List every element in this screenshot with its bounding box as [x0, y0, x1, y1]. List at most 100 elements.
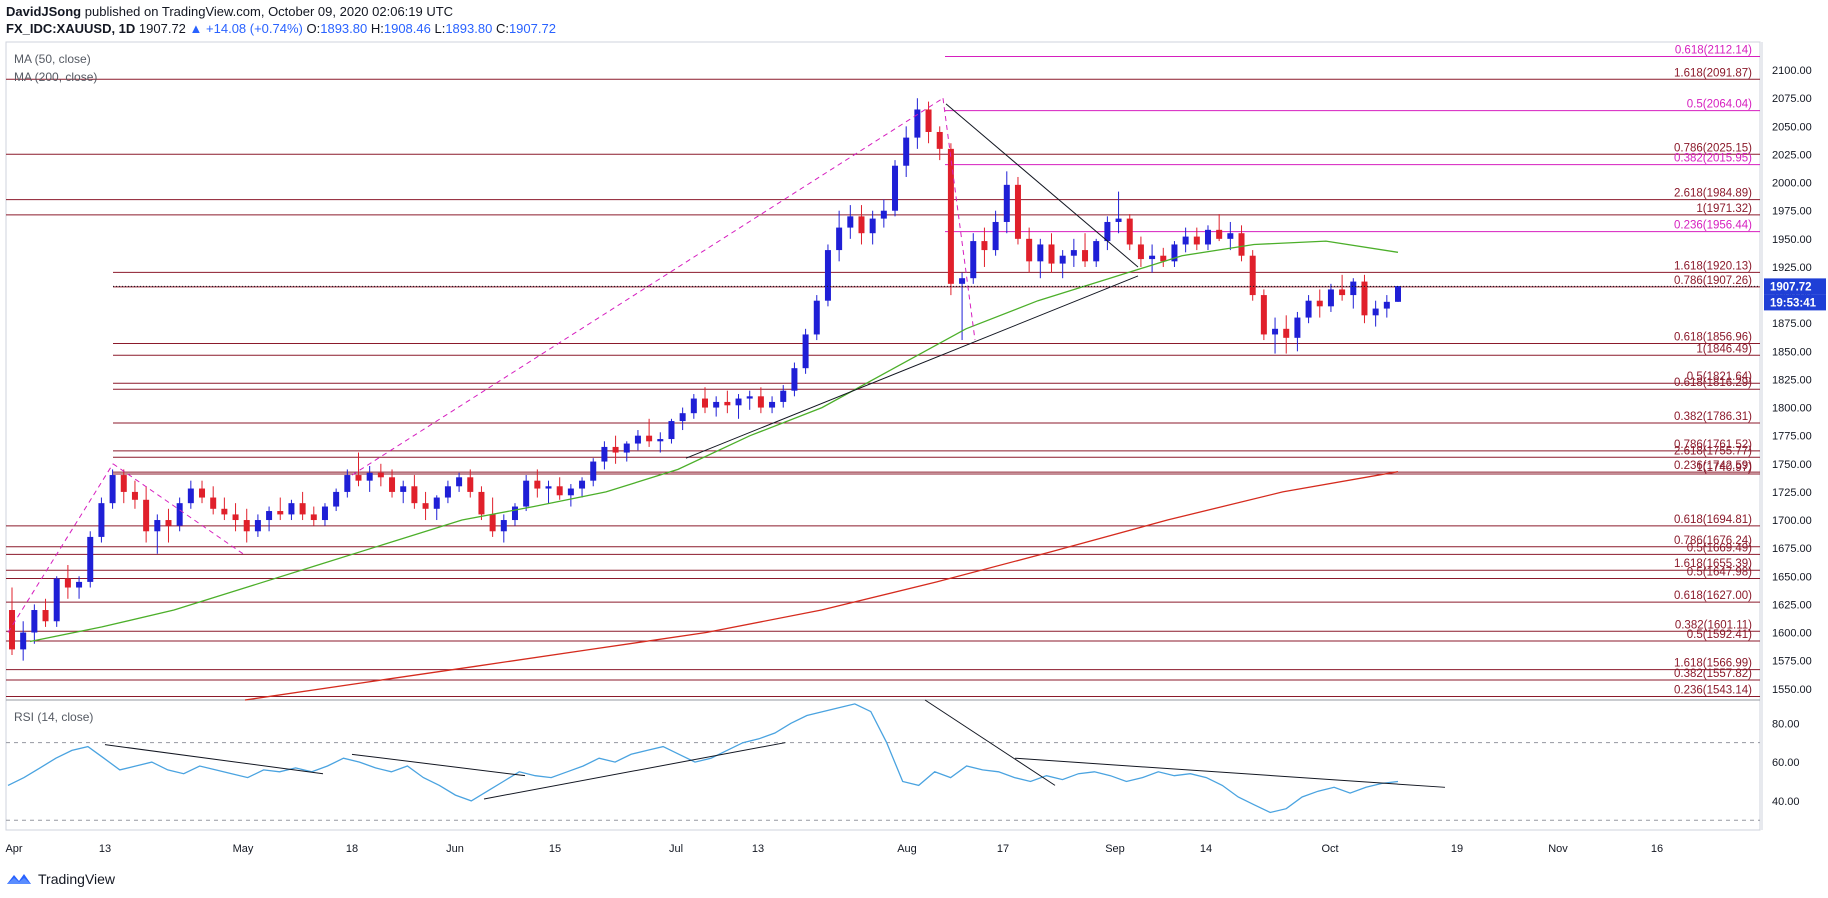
- time-tick-label: Sep: [1105, 843, 1125, 855]
- price-tick-label: 1850.00: [1772, 346, 1812, 358]
- time-tick-label: 17: [997, 843, 1009, 855]
- candle-body: [802, 334, 809, 369]
- fib-level-label: 0.618(1816.29): [1674, 377, 1752, 389]
- time-tick-label: 13: [752, 843, 764, 855]
- candle-body: [1104, 221, 1111, 242]
- tradingview-brand[interactable]: TradingView: [6, 871, 115, 887]
- price-tick-label: 2025.00: [1772, 149, 1812, 161]
- price-tick-label: 1975.00: [1772, 206, 1812, 218]
- candle-body: [634, 435, 641, 444]
- chart-frame: [5, 41, 1761, 831]
- candle-body: [266, 511, 273, 521]
- fib-level-label: 0.236(1956.44): [1674, 220, 1752, 232]
- candle-body: [1093, 241, 1100, 262]
- price-tick-label: 1700.00: [1772, 515, 1812, 527]
- symbol-label[interactable]: FX_IDC:XAUUSD, 1D: [6, 21, 136, 36]
- price-tick-label: 1725.00: [1772, 487, 1812, 499]
- candle-body: [1227, 233, 1234, 239]
- candle-body: [1149, 255, 1156, 260]
- price-tick-label: 2050.00: [1772, 121, 1812, 133]
- fib-level-label: 1.618(1920.13): [1674, 260, 1752, 272]
- price-change: ▲ +14.08 (+0.74%): [189, 21, 303, 36]
- fib-level-label: 1(1971.32): [1696, 203, 1752, 215]
- fib-level-label: 0.786(2025.15): [1674, 142, 1752, 154]
- rsi-trendline: [483, 742, 786, 800]
- candle-body: [98, 503, 105, 537]
- candle-body: [288, 503, 295, 515]
- candle-body: [143, 499, 150, 532]
- candle-body: [299, 503, 306, 515]
- candle-body: [1037, 244, 1044, 262]
- time-tick-label: Oct: [1321, 843, 1338, 855]
- time-tick-label: 13: [99, 843, 111, 855]
- candle-body: [1059, 255, 1066, 264]
- candle-body: [903, 137, 910, 166]
- candle-body: [947, 148, 954, 284]
- time-tick-label: 18: [346, 843, 358, 855]
- fib-level-label: 0.5(1647.98): [1687, 567, 1752, 579]
- candle-body: [422, 503, 429, 509]
- price-tick-label: 1875.00: [1772, 318, 1812, 330]
- time-tick-label: Apr: [5, 843, 22, 855]
- time-tick-label: Aug: [897, 843, 917, 855]
- candle-body: [232, 514, 239, 521]
- rsi-legend: RSI (14, close): [14, 710, 93, 724]
- candle-body: [1115, 218, 1122, 222]
- low-label: L:: [434, 21, 446, 36]
- candle-body: [813, 300, 820, 335]
- candle-body: [970, 241, 977, 279]
- candle-body: [1339, 289, 1346, 296]
- candle-body: [456, 477, 463, 487]
- author-name[interactable]: DavidJSong: [6, 4, 82, 19]
- fib-level-label: 0.5(1821.64): [1687, 371, 1752, 383]
- rsi-line: [7, 703, 1399, 814]
- price-tick-label: 1575.00: [1772, 656, 1812, 668]
- candle-body: [545, 486, 552, 489]
- candle-body: [366, 472, 373, 481]
- brand-label: TradingView: [38, 871, 116, 887]
- candle-body: [1137, 244, 1144, 260]
- candle-body: [1361, 281, 1368, 316]
- tradingview-logo-icon: [7, 874, 31, 884]
- candle-body: [109, 475, 116, 504]
- candle-body: [959, 278, 966, 284]
- last-price: 1907.72: [138, 21, 186, 36]
- candle-body: [824, 250, 831, 301]
- candle-body: [1272, 328, 1279, 335]
- price-tick-label: 1825.00: [1772, 374, 1812, 386]
- countdown-label: 19:53:41: [1770, 297, 1817, 309]
- price-tick-label: 1925.00: [1772, 262, 1812, 274]
- price-tick-label: 1775.00: [1772, 431, 1812, 443]
- rsi-trendline: [351, 753, 526, 777]
- candle-body: [1160, 255, 1167, 262]
- fib-level-label: 1.618(2091.87): [1674, 67, 1752, 79]
- fib-level-label: 1.618(1655.39): [1674, 558, 1752, 570]
- candle-body: [869, 218, 876, 234]
- candle-body: [556, 486, 563, 496]
- candle-body: [1082, 250, 1089, 262]
- candle-body: [1048, 244, 1055, 264]
- candle-body: [1182, 236, 1189, 245]
- candle-body: [511, 506, 518, 521]
- close-label: C:: [495, 21, 509, 36]
- time-tick-label: Jun: [446, 843, 464, 855]
- candle-body: [702, 398, 708, 408]
- fib-level-label: 2.618(1755.77): [1674, 445, 1752, 457]
- candle-body: [590, 461, 597, 481]
- candle-body: [836, 227, 843, 251]
- candle-body: [9, 610, 15, 650]
- fib-level-label: 0.382(1601.11): [1675, 619, 1752, 631]
- candle-body: [981, 241, 988, 251]
- price-tick-label: 2100.00: [1772, 65, 1812, 77]
- candle-body: [1327, 289, 1334, 307]
- rsi-tick-label: 40.00: [1772, 796, 1800, 808]
- candle-body: [1238, 233, 1245, 256]
- fib-level-label: 0.786(1676.24): [1674, 535, 1752, 547]
- fib-level-label: 0.5(1669.49): [1687, 542, 1752, 554]
- price-tick-label: 1750.00: [1772, 459, 1812, 471]
- candle-body: [679, 413, 686, 422]
- price-tick-label: 1800.00: [1772, 403, 1812, 415]
- ma200-line: [244, 471, 1399, 701]
- candle-body: [1070, 250, 1077, 256]
